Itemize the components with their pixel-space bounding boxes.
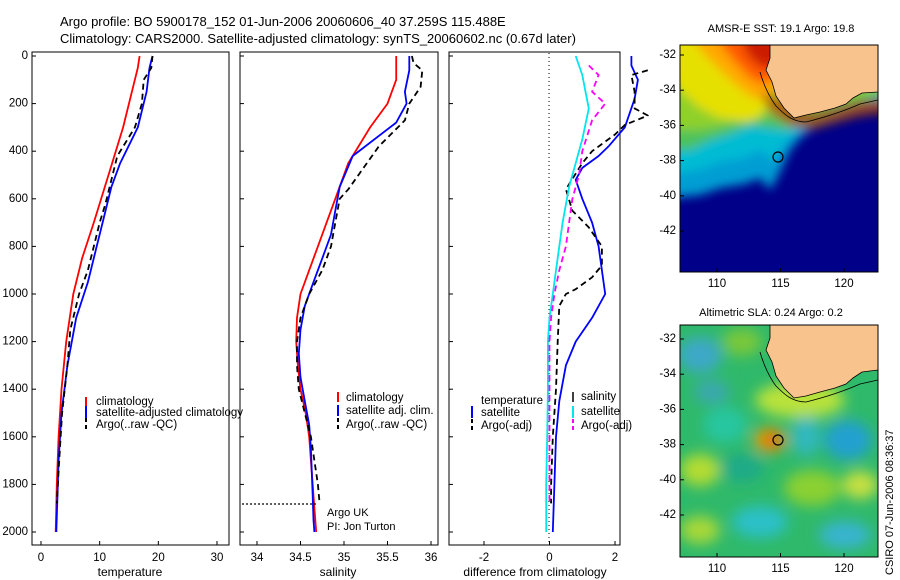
sst-map-frame	[679, 44, 879, 273]
legend-label-argo: Argo(..raw -QC)	[96, 419, 177, 431]
difference-legend-salinity: salinity satellite Argo(-adj)	[572, 391, 632, 432]
legend-label-climatology: climatology	[96, 396, 154, 408]
x-tick-label: 10	[93, 552, 106, 564]
difference-plot	[545, 55, 649, 533]
series-line-salinity-panel-2	[296, 55, 424, 504]
series-line-temperature-panel-1	[55, 55, 154, 533]
lat-tick-label: -36	[659, 403, 676, 415]
sst-map-title: AMSR-E SST: 19.1 Argo: 19.8	[708, 23, 855, 35]
depth-tick-label: 400	[9, 145, 28, 157]
depth-tick-label: 200	[9, 98, 28, 110]
temperature-legend: climatology satellite-adjusted climatolo…	[85, 396, 243, 431]
series-line-salinity-panel-1	[297, 56, 411, 533]
legend-label-temp-satellite: satellite	[481, 407, 520, 419]
depth-tick-label: 800	[9, 240, 28, 252]
side-timestamp: CSIRO 07-Jun-2006 08:36:37	[884, 429, 896, 575]
x-tick-label: 20	[152, 552, 165, 564]
lat-tick-label: -34	[659, 368, 676, 380]
series-line-difference-panel-3	[548, 64, 607, 504]
lat-tick-label: -38	[659, 155, 676, 167]
depth-tick-label: 1400	[2, 383, 28, 395]
lon-tick-label: 115	[771, 278, 789, 290]
depth-tick-label: 1200	[2, 336, 28, 348]
legend-label-sal-satellite: satellite	[581, 406, 620, 418]
lon-tick-label: 110	[708, 563, 726, 575]
depth-tick-label: 1800	[2, 478, 28, 490]
legend-title-salinity: salinity	[581, 391, 616, 403]
depth-tick-label: 2000	[2, 526, 28, 538]
sla-map-frame	[679, 324, 879, 558]
lat-tick-label: -38	[659, 439, 676, 451]
temperature-plot	[54, 55, 154, 533]
lat-tick-label: -32	[659, 49, 676, 61]
x-tick-label: 35	[338, 552, 351, 564]
salinity-plot	[295, 55, 424, 533]
salinity-x-axis: 34 34.5 35 35.5 36	[251, 541, 438, 564]
sla-map-axes: 110 115 120 -32 -34 -36 -38 -40 -42	[659, 333, 853, 575]
difference-xlabel: difference from climatology	[463, 565, 606, 579]
sla-map-title: Altimetric SLA: 0.24 Argo: 0.2	[699, 307, 843, 319]
depth-tick-label: 0	[22, 50, 28, 62]
x-tick-label: 34.5	[289, 552, 311, 564]
depth-tick-label: 1600	[2, 431, 28, 443]
difference-axes	[448, 51, 621, 546]
legend-label-temp-argo: Argo(-adj)	[481, 420, 532, 432]
difference-legend-temperature: temperature satellite Argo(-adj)	[471, 395, 543, 432]
x-tick-label: 34	[251, 552, 264, 564]
series-line-temperature-panel-2	[55, 55, 154, 504]
annotation-pi: PI: Jon Turton	[327, 521, 395, 533]
depth-axis: 0 200 400 600 800 1000 1200 1400 1600 1800 2000	[2, 50, 453, 538]
depth-tick-label: 600	[9, 193, 28, 205]
lat-tick-label: -32	[659, 333, 676, 345]
sst-argo-marker	[772, 151, 784, 163]
lon-tick-label: 120	[834, 278, 853, 290]
lon-tick-label: 115	[771, 563, 789, 575]
header-line-1: Argo profile: BO 5900178_152 01-Jun-2006…	[60, 14, 506, 29]
sst-map-field	[680, 45, 878, 272]
series-line-difference-panel-1	[550, 69, 649, 504]
legend-label-argo: Argo(..raw -QC)	[346, 419, 427, 431]
x-tick-label: 30	[211, 552, 224, 564]
lon-tick-label: 110	[708, 278, 726, 290]
salinity-xlabel: salinity	[320, 565, 357, 579]
x-tick-label: -2	[479, 552, 489, 564]
legend-label-satellite: satellite adj. clim.	[346, 405, 434, 417]
series-line-difference-panel-0	[551, 56, 639, 533]
lon-tick-label: 120	[834, 563, 853, 575]
depth-tick-label: 1000	[2, 288, 28, 300]
series-line-difference-panel-2	[545, 55, 590, 532]
x-tick-label: 36	[425, 552, 438, 564]
lat-tick-label: -34	[659, 84, 676, 96]
salinity-legend: climatology satellite adj. clim. Argo(..…	[337, 392, 434, 431]
temperature-axes	[31, 51, 230, 546]
series-line-temperature-panel-0	[54, 55, 141, 533]
salinity-axes	[239, 51, 439, 546]
x-tick-label: 2	[612, 552, 618, 564]
annotation-argo-uk: Argo UK	[327, 507, 369, 519]
sst-map-axes: 110 115 120 -32 -34 -36 -38 -40 -42	[659, 49, 853, 290]
temperature-x-axis: 0 10 20 30	[38, 541, 224, 564]
lat-tick-label: -40	[659, 474, 676, 486]
x-tick-label: 0	[546, 552, 552, 564]
sla-map-field	[680, 325, 878, 557]
x-tick-label: 0	[38, 552, 44, 564]
lat-tick-label: -36	[659, 119, 676, 131]
lat-tick-label: -42	[659, 509, 676, 521]
lat-tick-label: -40	[659, 190, 676, 202]
sla-argo-marker	[772, 434, 784, 446]
legend-label-sal-argo: Argo(-adj)	[581, 420, 632, 432]
x-tick-label: 35.5	[376, 552, 398, 564]
legend-label-satellite: satellite-adjusted climatology	[96, 407, 243, 419]
legend-title-temperature: temperature	[481, 395, 543, 407]
temperature-xlabel: temperature	[98, 565, 163, 579]
lat-tick-label: -42	[659, 225, 676, 237]
legend-label-climatology: climatology	[346, 392, 404, 404]
header-line-2: Climatology: CARS2000. Satellite-adjuste…	[60, 31, 576, 46]
difference-x-axis: -2 0 2	[479, 541, 618, 564]
